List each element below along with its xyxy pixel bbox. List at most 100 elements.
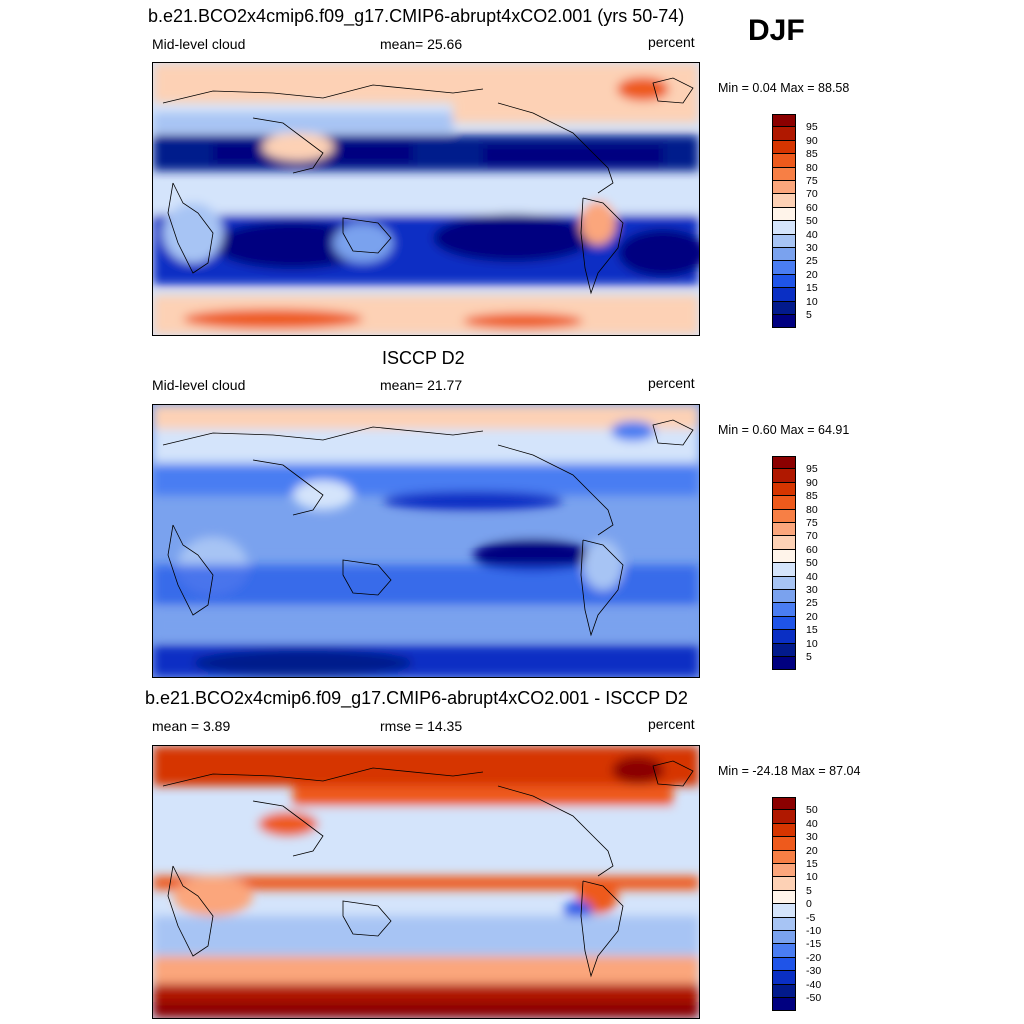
- colorbar-tick-label: 85: [806, 148, 818, 161]
- colorbar-swatch: [772, 657, 796, 671]
- colorbar-tick-label: 0: [806, 898, 812, 911]
- colorbar-tick-label: 10: [806, 871, 818, 884]
- colorbar-tick-label: 40: [806, 570, 818, 583]
- colorbar-swatch: [772, 797, 796, 811]
- colorbar-swatch: [772, 837, 796, 851]
- colorbar-swatch: [772, 234, 796, 248]
- colorbar-tick-label: -50: [806, 992, 822, 1004]
- colorbar-tick-label: 80: [806, 161, 818, 174]
- colorbar-swatch: [772, 248, 796, 262]
- colorbar-tick-label: 95: [806, 121, 818, 134]
- colorbar-swatch: [772, 590, 796, 604]
- panel-title: b.e21.BCO2x4cmip6.f09_g17.CMIP6-abrupt4x…: [145, 688, 688, 708]
- colorbar-swatch: [772, 944, 796, 958]
- colorbar-tick-label: 5: [806, 884, 812, 897]
- colorbar-tick-label: 50: [806, 804, 818, 817]
- colorbar-swatch: [772, 114, 796, 128]
- min-max-label: Min = -24.18 Max = 87.04: [718, 764, 861, 778]
- coastlines: [162, 77, 694, 295]
- colorbar-swatch: [772, 261, 796, 275]
- colorbar-swatch: [772, 167, 796, 181]
- colorbar-tick-label: 60: [806, 543, 818, 556]
- colorbar-swatch: [772, 523, 796, 537]
- colorbar-tick-label: 40: [806, 228, 818, 241]
- map-field: [153, 746, 699, 1018]
- colorbar-swatch: [772, 221, 796, 235]
- colorbar-swatch: [772, 864, 796, 878]
- colorbar-tick-label: 70: [806, 188, 818, 201]
- panel-title: b.e21.BCO2x4cmip6.f09_g17.CMIP6-abrupt4x…: [148, 6, 685, 26]
- colorbar-tick-label: 15: [806, 282, 818, 295]
- variable-label: Mid-level cloud: [152, 36, 246, 52]
- colorbar-tick-label: 10: [806, 637, 818, 650]
- units-label: percent: [648, 716, 695, 732]
- units-label: percent: [648, 375, 695, 391]
- colorbar-tick-label: 90: [806, 476, 818, 489]
- colorbar-tick-label: -10: [806, 925, 822, 937]
- global-map: [152, 62, 700, 336]
- colorbar-swatch: [772, 496, 796, 510]
- colorbar-tick-label: 90: [806, 134, 818, 147]
- colorbar-swatch: [772, 207, 796, 222]
- colorbar-swatch: [772, 509, 796, 523]
- colorbar-tick-label: 40: [806, 817, 818, 830]
- colorbar-swatch: [772, 274, 796, 289]
- colorbar-swatch: [772, 877, 796, 891]
- colorbar-tick-label: 50: [806, 557, 818, 570]
- colorbar-swatch: [772, 536, 796, 550]
- mean-label: mean= 21.77: [380, 377, 463, 393]
- colorbar-swatch: [772, 630, 796, 644]
- colorbar-swatch: [772, 971, 796, 985]
- colorbar-swatch: [772, 904, 796, 918]
- colorbar-tick-label: 95: [806, 463, 818, 476]
- colorbar-tick-label: -30: [806, 965, 822, 978]
- colorbar-tick-label: 25: [806, 597, 818, 610]
- colorbar-tick-label: 10: [806, 295, 818, 308]
- colorbar-tick-label: -20: [806, 951, 822, 964]
- colorbar-tick-label: 15: [806, 624, 818, 637]
- colorbar-swatch: [772, 140, 796, 155]
- colorbar-swatch: [772, 154, 796, 168]
- colorbar-tick-label: 70: [806, 530, 818, 543]
- colorbar-tick-label: 60: [806, 201, 818, 214]
- colorbar-swatch: [772, 917, 796, 931]
- colorbar-tick-label: 20: [806, 268, 818, 281]
- coastlines: [162, 419, 694, 637]
- colorbar-tick-label: 5: [806, 309, 812, 321]
- colorbar-tick-label: 20: [806, 610, 818, 623]
- variable-label: Mid-level cloud: [152, 377, 246, 393]
- colorbar-swatch: [772, 469, 796, 483]
- colorbar-swatch: [772, 181, 796, 195]
- colorbar-tick-label: 80: [806, 503, 818, 516]
- colorbar-tick-label: -15: [806, 938, 822, 951]
- mean-label: mean = 3.89: [152, 718, 231, 734]
- colorbar-tick-label: 30: [806, 242, 818, 254]
- mean-label: mean= 25.66: [380, 36, 463, 52]
- colorbar-swatch: [772, 823, 796, 838]
- colorbar-tick-label: 5: [806, 651, 812, 663]
- colorbar-swatch: [772, 603, 796, 617]
- colorbar-swatch: [772, 563, 796, 577]
- colorbar-tick-label: 25: [806, 255, 818, 268]
- colorbar-swatch: [772, 194, 796, 208]
- global-map: [152, 404, 700, 678]
- colorbar-swatch: [772, 957, 796, 972]
- colorbar-swatch: [772, 127, 796, 141]
- map-field: [153, 63, 699, 335]
- units-label: percent: [648, 34, 695, 50]
- colorbar-swatch: [772, 482, 796, 497]
- colorbar-swatch: [772, 288, 796, 302]
- colorbar-swatch: [772, 456, 796, 470]
- colorbar-swatch: [772, 301, 796, 315]
- colorbar-swatch: [772, 850, 796, 864]
- rmse-label: rmse = 14.35: [380, 718, 463, 734]
- colorbar-swatch: [772, 315, 796, 329]
- colorbar-tick-label: 30: [806, 831, 818, 844]
- colorbar-tick-label: 30: [806, 584, 818, 596]
- colorbar-swatch: [772, 890, 796, 905]
- colorbar-swatch: [772, 810, 796, 824]
- colorbar-swatch: [772, 616, 796, 631]
- colorbar-tick-label: -40: [806, 978, 822, 991]
- colorbar-tick-label: 20: [806, 844, 818, 857]
- colorbar-tick-label: 75: [806, 175, 818, 187]
